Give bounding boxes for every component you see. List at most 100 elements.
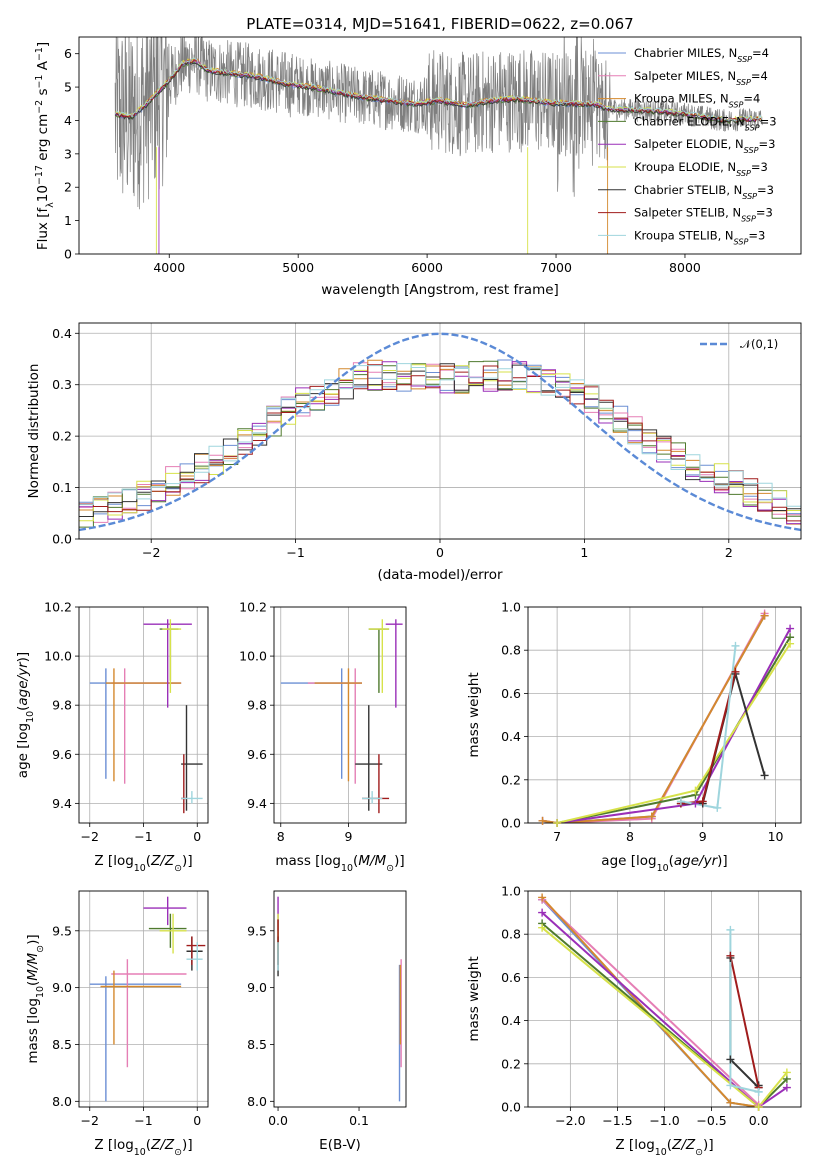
legend-label: Salpeter MILES, NSSP=4 [634, 69, 768, 87]
label-segment: SSP [744, 146, 759, 155]
y-tick-label: 0.4 [501, 729, 521, 744]
label-segment: =3 [760, 114, 777, 128]
x-tick-label: 8 [277, 829, 285, 844]
legend-label: Kroupa MILES, NSSP=4 [634, 92, 760, 110]
label-segment: )] [717, 853, 728, 869]
data-point-marker [786, 639, 795, 648]
x-tick-label: −1 [134, 829, 152, 844]
x-tick-label: 0.0 [268, 1113, 288, 1128]
series-salpeter-miles [542, 613, 766, 823]
y-tick-label: 0.2 [52, 429, 72, 444]
label-segment: −1 [34, 47, 45, 61]
chart-title: PLATE=0314, MJD=51641, FIBERID=0622, z=0… [246, 15, 633, 33]
label-segment: SSP [729, 100, 744, 109]
label-segment: =3 [748, 228, 765, 242]
y-tick-label: 10.2 [239, 600, 267, 615]
label-segment: A [35, 60, 51, 74]
plot-area-residuals [79, 332, 801, 532]
plot-area-mass_vs_Z [89, 896, 206, 1102]
legend-label: Chabrier ELODIE, NSSP=3 [634, 114, 777, 131]
label-segment: −17 [34, 165, 45, 185]
x-tick-label: 9 [699, 829, 707, 844]
y-tick-label: 8.0 [247, 1094, 267, 1109]
plot-area-mass_weight_vs_age [542, 613, 791, 823]
label-segment: Z [log [94, 1137, 133, 1153]
histogram-salpeter-stelib [79, 364, 801, 522]
y-tick-label: 9.8 [52, 698, 72, 713]
x-axis-label: (data-model)/error [377, 567, 503, 583]
data-point-marker [731, 667, 740, 676]
panel-age_vs_Z: −2 −1 09.49.69.810.010.2Z [log10(Z/Z⊙)]age… [15, 600, 209, 874]
y-tick-label: 9.0 [52, 980, 72, 995]
label-segment: )] [182, 1137, 193, 1153]
label-segment: Z [log [615, 1137, 654, 1153]
label-segment: ( [353, 853, 358, 869]
data-point-marker [538, 893, 547, 902]
label-segment: =3 [758, 137, 775, 151]
label-segment: M/M [25, 952, 41, 980]
axes-frame [78, 36, 802, 255]
label-segment: M/M [358, 853, 386, 869]
label-segment: SSP [745, 123, 760, 132]
observed-spectrum [114, 37, 763, 210]
y-tick-label: 9.5 [52, 923, 72, 938]
y-tick-label: 0.0 [501, 816, 521, 831]
label-segment: )] [182, 853, 193, 869]
x-axis-label: mass [log10(M/M⊙)] [275, 853, 404, 874]
y-axis-label: age [log10(age/yr)] [15, 652, 36, 778]
label-segment: Salpeter MILES, N [634, 69, 736, 83]
label-segment: Salpeter ELODIE, N [634, 137, 744, 151]
legend-label: Kroupa STELIB, NSSP=3 [634, 228, 765, 246]
model-spectrum-chabrier-stelib [115, 60, 763, 124]
axes-frame [527, 606, 802, 824]
x-tick-label: −0.5 [696, 1113, 726, 1128]
y-tick-label: 6 [64, 46, 72, 61]
label-segment: s [35, 88, 51, 99]
y-tick-label: 9.4 [247, 796, 267, 811]
y-tick-label: 1.0 [501, 600, 521, 615]
x-tick-label: −1 [134, 1113, 152, 1128]
data-point-marker [760, 611, 769, 620]
label-segment: wavelength [Angstrom, rest frame] [321, 282, 559, 298]
x-tick-label: 7 [553, 829, 561, 844]
data-point-marker [553, 819, 562, 827]
data-point-marker [754, 1103, 763, 1111]
data-point-marker [726, 1081, 735, 1090]
label-segment: SSP [736, 169, 751, 178]
x-tick-label: 0 [436, 545, 444, 560]
label-segment: ⊙ [386, 863, 394, 874]
label-segment: SSP [737, 55, 752, 64]
label-segment: mass [log [275, 853, 341, 869]
series-salpeter-miles [541, 898, 760, 1107]
label-segment: λ [45, 202, 56, 208]
y-axis-label: mass [log10(M/M⊙)] [25, 934, 46, 1063]
x-tick-label: −2 [81, 829, 99, 844]
y-tick-label: 3 [64, 146, 72, 161]
x-tick-label: 9 [344, 829, 352, 844]
x-tick-label: −2.0 [555, 1113, 585, 1128]
legend-label: 𝒩(0,1) [740, 337, 778, 351]
legend-label: Kroupa ELODIE, NSSP=3 [634, 160, 768, 178]
x-tick-label: 0.0 [749, 1113, 769, 1128]
y-tick-label: 4 [64, 113, 72, 128]
y-tick-label: 8.5 [247, 1037, 267, 1052]
series-salpeter-elodie [541, 911, 788, 1107]
data-point-marker [754, 1087, 763, 1096]
x-tick-label: 7000 [540, 260, 572, 275]
x-tick-label: 6000 [411, 260, 443, 275]
plot-area-age_vs_Z [89, 619, 203, 814]
label-segment: Z/Z [150, 853, 175, 869]
series-chabrier-elodie [541, 922, 788, 1107]
label-segment: =3 [757, 183, 774, 197]
data-point-marker [782, 1083, 791, 1092]
axes-frame [273, 606, 407, 824]
x-tick-label: −1 [286, 545, 304, 560]
panel-mass_vs_ebv: 0.0 0.1 8.0 8.5 9.0 9.5 E(B-V) [247, 890, 407, 1153]
data-point-marker [786, 624, 795, 633]
x-tick-label: 4000 [153, 260, 185, 275]
y-tick-label: 0.8 [501, 927, 521, 942]
plot-area-mass_vs_ebv [277, 896, 402, 1102]
label-segment: ( [146, 1137, 151, 1153]
y-tick-label: 10.2 [44, 600, 72, 615]
